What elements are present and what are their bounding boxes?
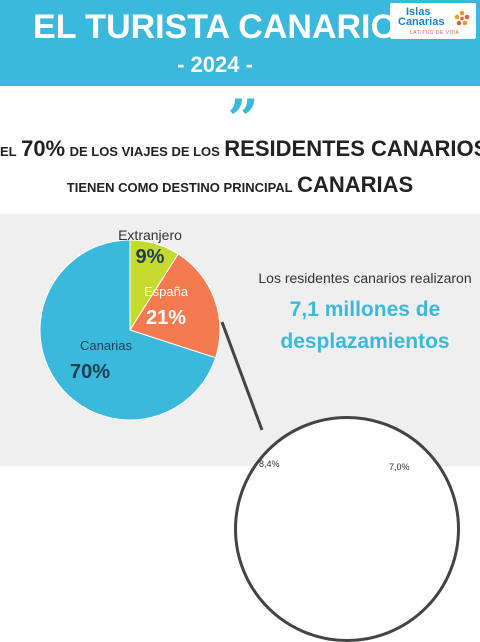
headline-el: EL (0, 144, 17, 159)
page-title: EL TURISTA CANARIO (33, 8, 397, 46)
headline-percentage: 70% (21, 136, 66, 161)
islas-canarias-logo: Islas Canarias LATITUD DE VIDA (390, 3, 476, 39)
logo-tagline: LATITUD DE VIDA (410, 30, 460, 36)
quote-mark-icon: ” (227, 87, 258, 151)
slice-label-extranjero: Extranjero (118, 227, 182, 243)
slice-value-espana: 21% (146, 307, 186, 329)
zoom-connector-line (220, 321, 264, 431)
headline-line-1: EL 70% DE LOS VIAJES DE LOS RESIDENTES C… (0, 136, 480, 162)
header-banner: EL TURISTA CANARIO - 2024 - Islas Canari… (0, 0, 480, 86)
destination-pie-chart: Extranjero 9% España 21% Canarias 70% (39, 227, 264, 431)
zoom-label-2: 7,0% (389, 462, 410, 472)
zoom-detail-circle: 8,4% 7,0% (234, 416, 460, 642)
headline-line-2: TIENEN COMO DESTINO PRINCIPAL CANARIAS (0, 172, 480, 198)
headline-middle: DE LOS VIAJES DE LOS (69, 144, 220, 159)
pie-slice-canarias (39, 239, 217, 421)
logo-text-canarias: Canarias (398, 16, 445, 28)
slice-label-espana: España (144, 284, 189, 299)
slice-label-canarias: Canarias (80, 338, 133, 353)
year-label: - 2024 - (177, 52, 253, 77)
pie-slice-espana (129, 253, 221, 359)
trips-total-line-1: 7,1 millones de (289, 298, 441, 321)
slice-value-canarias: 70% (70, 361, 110, 383)
slice-value-extranjero: 9% (136, 246, 165, 268)
logo-text-islas: Islas (406, 6, 431, 18)
headline-canarias: CANARIAS (297, 172, 414, 197)
flower-icon (454, 10, 470, 26)
zoom-label-1: 8,4% (259, 459, 280, 469)
headline-residentes: RESIDENTES CANARIOS (224, 136, 480, 161)
trips-total-line-2: desplazamientos (280, 330, 450, 353)
headline-destino: TIENEN COMO DESTINO PRINCIPAL (66, 180, 293, 195)
residents-trips-text: Los residentes canarios realizaron (258, 270, 472, 286)
